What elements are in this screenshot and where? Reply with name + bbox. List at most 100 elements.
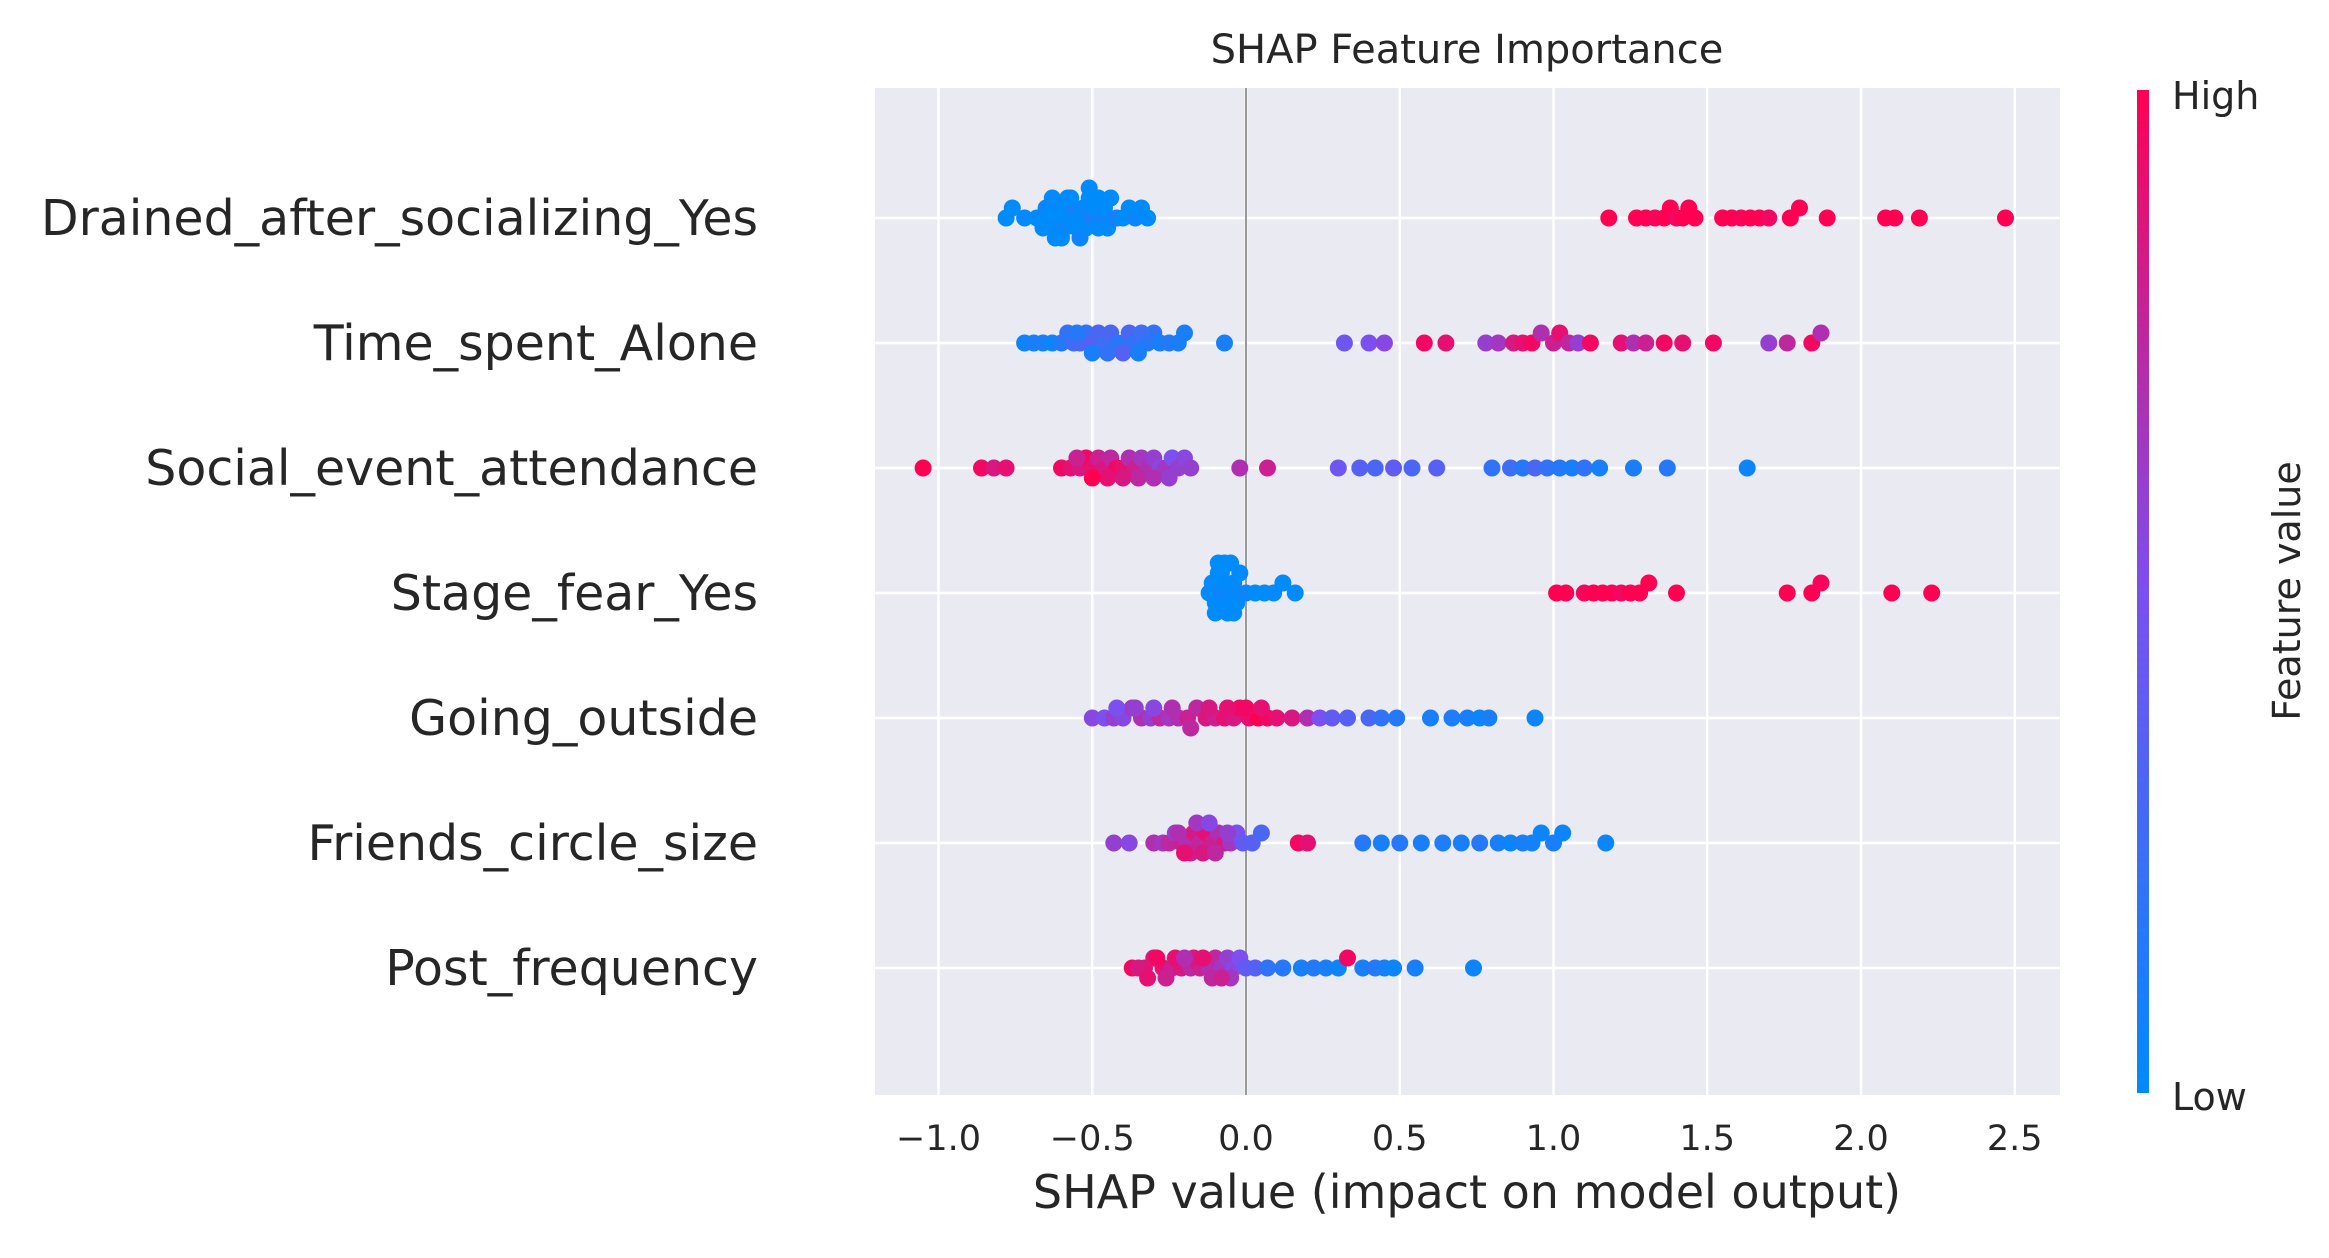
x-tick-label: 1.0	[1526, 1119, 1582, 1159]
shap-point	[1206, 844, 1224, 862]
shap-point	[1083, 709, 1101, 727]
shap-point	[1686, 209, 1704, 227]
shap-point	[1212, 969, 1230, 987]
shap-point	[1068, 449, 1086, 467]
shap-point	[1791, 199, 1808, 217]
shap-point	[1200, 814, 1218, 832]
shap-point	[1299, 834, 1316, 852]
shap-point	[1674, 334, 1692, 352]
shap-point	[1003, 199, 1021, 217]
x-tick-label: 1.5	[1679, 1119, 1735, 1159]
shap-point	[1120, 834, 1138, 852]
shap-point	[1668, 584, 1685, 602]
shap-point	[1738, 459, 1756, 477]
shap-point	[1099, 344, 1117, 362]
shap-point	[1182, 459, 1200, 477]
shap-point	[1760, 334, 1778, 352]
shap-point	[1176, 324, 1193, 342]
shap-point	[1237, 699, 1255, 717]
x-axis-label: SHAP value (impact on model output)	[1033, 1165, 1901, 1219]
shap-point	[1283, 709, 1301, 727]
shap-point	[1252, 699, 1270, 717]
colorbar	[2137, 90, 2149, 1093]
shap-point	[1910, 209, 1928, 227]
shap-point	[1704, 334, 1722, 352]
shap-point	[1071, 229, 1089, 247]
shap-point	[1176, 949, 1193, 967]
shap-point	[1323, 709, 1341, 727]
shap-point	[1612, 334, 1630, 352]
shap-point	[1489, 334, 1507, 352]
feature-label: Stage_fear_Yes	[391, 565, 758, 622]
shap-point	[1514, 459, 1532, 477]
shap-point	[1169, 824, 1187, 842]
shap-point	[1354, 959, 1372, 977]
shap-point	[1231, 459, 1249, 477]
shap-point	[1216, 334, 1233, 352]
shap-point	[1129, 469, 1147, 487]
shap-point	[1339, 949, 1356, 967]
chart-title: SHAP Feature Importance	[1211, 27, 1724, 73]
shap-point	[1160, 469, 1178, 487]
shap-point	[1083, 344, 1101, 362]
shap-point	[1219, 699, 1236, 717]
shap-point	[973, 459, 990, 477]
shap-point	[1480, 709, 1498, 727]
shap-point	[1502, 459, 1519, 477]
x-tick-label: 2.5	[1987, 1119, 2043, 1159]
shap-point	[1354, 834, 1372, 852]
feature-label: Going_outside	[409, 690, 758, 747]
shap-point	[1422, 709, 1439, 727]
shap-point	[1222, 554, 1240, 572]
shap-point	[1219, 824, 1236, 842]
shap-point	[1778, 334, 1796, 352]
shap-point	[1391, 834, 1409, 852]
shap-point	[1246, 959, 1264, 977]
shap-point	[914, 459, 932, 477]
shap-point	[1625, 459, 1642, 477]
shap-point	[1483, 459, 1501, 477]
shap-point	[1259, 959, 1276, 977]
colorbar-label: Feature value	[2265, 461, 2309, 720]
shap-point	[1489, 834, 1507, 852]
shap-point	[997, 459, 1015, 477]
shap-point	[1406, 959, 1424, 977]
shap-point	[1471, 834, 1489, 852]
shap-point	[1428, 459, 1446, 477]
shap-point	[1372, 834, 1390, 852]
x-tick-label: 2.0	[1833, 1119, 1889, 1159]
shap-point	[1225, 604, 1243, 622]
shap-point	[1206, 604, 1224, 622]
shap-point	[1305, 959, 1323, 977]
shap-point	[1182, 719, 1200, 737]
shap-point	[1259, 459, 1276, 477]
shap-point	[1176, 844, 1193, 862]
x-tick-label: −1.0	[896, 1119, 981, 1159]
shap-point	[1886, 209, 1904, 227]
shap-point	[1083, 469, 1101, 487]
shap-point	[1200, 699, 1218, 717]
shap-point	[1434, 834, 1452, 852]
shap-point	[1575, 459, 1593, 477]
data-points	[914, 179, 2014, 987]
feature-label: Drained_after_socializing_Yes	[41, 190, 758, 247]
shap-point	[1563, 459, 1581, 477]
shap-point	[1458, 709, 1476, 727]
shap-point	[1339, 709, 1356, 727]
shap-point	[1268, 709, 1286, 727]
shap-point	[1360, 709, 1378, 727]
shap-point	[1145, 699, 1163, 717]
feature-label: Social_event_attendance	[145, 440, 758, 497]
shap-point	[1139, 209, 1157, 227]
shap-point	[1089, 189, 1107, 207]
shap-point	[1194, 844, 1212, 862]
shap-point	[1163, 699, 1181, 717]
shap-point	[1114, 344, 1132, 362]
shap-point	[1274, 959, 1292, 977]
shap-point	[1526, 709, 1544, 727]
shap-point	[1274, 574, 1292, 592]
shap-point	[1102, 189, 1120, 207]
shap-point	[1148, 949, 1166, 967]
plot-area	[875, 88, 2060, 1095]
